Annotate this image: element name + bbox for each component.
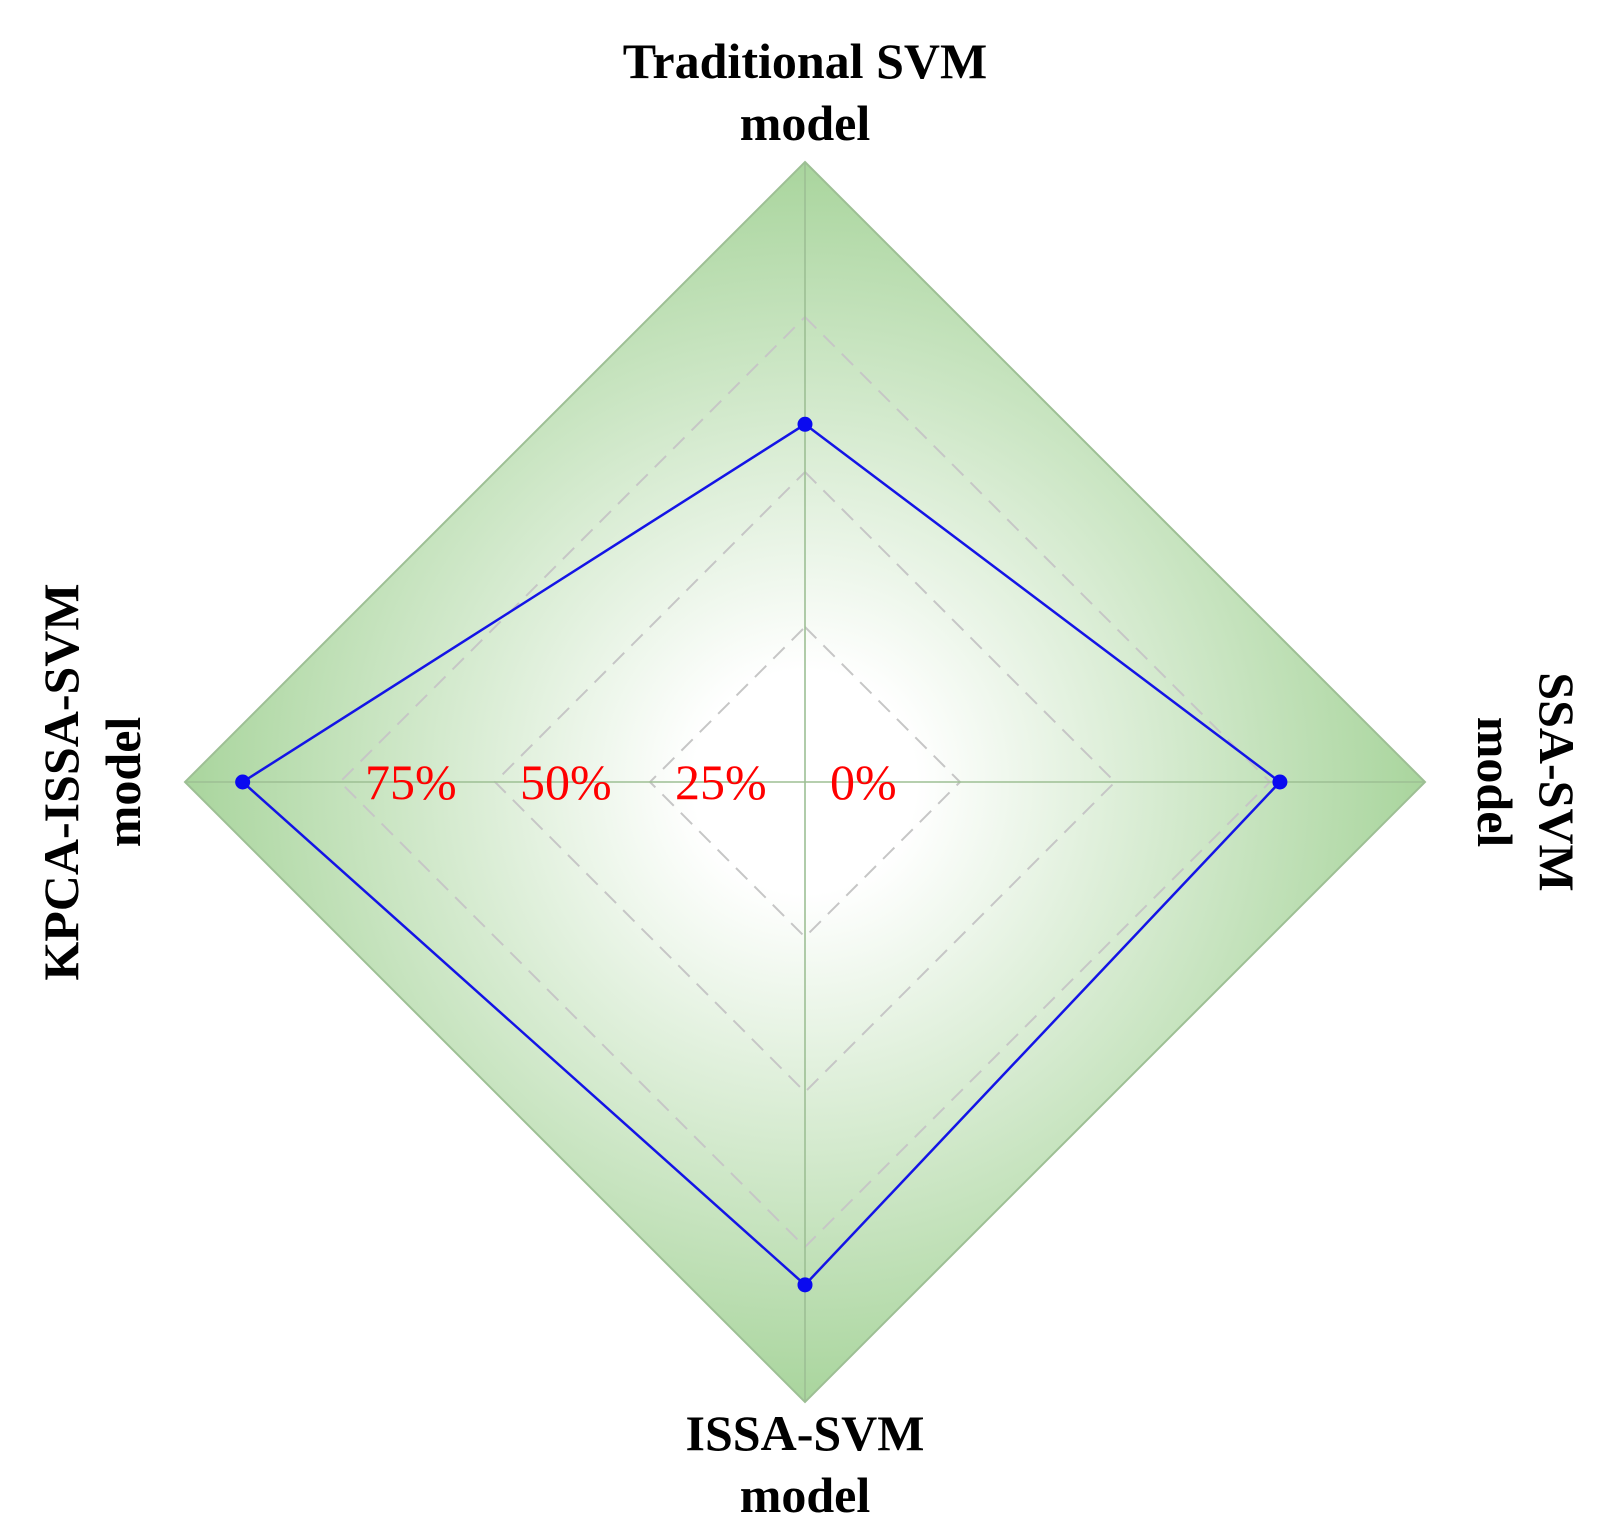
axis-labels: Traditional SVMmodelSSA-SVMmodelISSA-SVM… [33, 33, 1585, 1523]
grid-ring-50 [493, 470, 1117, 1094]
axis-label-0: Traditional SVM model [623, 33, 987, 151]
tick-label-25: 25% [675, 754, 767, 810]
radar-series [235, 416, 1288, 1293]
axis-label-line: model [740, 95, 871, 151]
axis-label-line: SSA-SVM [1529, 672, 1585, 891]
data-point-2 [797, 1277, 813, 1293]
tick-label-0: 0% [830, 754, 897, 810]
data-point-0 [797, 416, 813, 432]
data-point-3 [235, 774, 251, 790]
axis-label-line: ISSA-SVM [686, 1405, 925, 1461]
axis-label-line: KPCA-ISSA-SVM [33, 583, 89, 980]
axis-label-line: model [740, 1467, 871, 1523]
radial-tick-labels: 0% 25% 50% 75% [365, 754, 897, 810]
tick-label-75: 75% [365, 754, 457, 810]
grid-ring-25 [648, 625, 962, 939]
axis-label-2: ISSA-SVM model [686, 1405, 925, 1523]
axis-label-line: Traditional SVM [623, 33, 987, 89]
axis-label-line: model [95, 717, 151, 848]
tick-label-50: 50% [520, 754, 612, 810]
data-point-1 [1272, 774, 1288, 790]
axis-label-line: model [1467, 717, 1523, 848]
radar-spokes [185, 162, 1425, 1402]
axis-label-3: KPCA-ISSA-SVM model [33, 583, 151, 980]
